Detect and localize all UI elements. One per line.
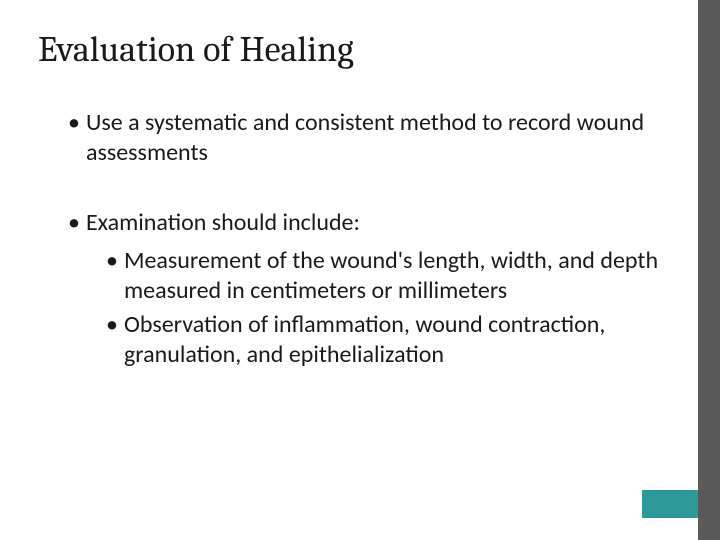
sub-bullet-item: • Measurement of the wound's length, wid…	[44, 246, 670, 306]
bullet-text: Examination should include:	[86, 208, 360, 238]
bullet-marker-icon: •	[106, 246, 118, 276]
spacer	[44, 176, 670, 208]
slide-content: • Use a systematic and consistent method…	[38, 108, 670, 370]
slide-container: Evaluation of Healing • Use a systematic…	[0, 0, 720, 540]
bullet-text: Use a systematic and consistent method t…	[86, 108, 670, 168]
bullet-marker-icon: •	[106, 310, 118, 340]
bullet-marker-icon: •	[68, 108, 80, 138]
decorative-sidebar	[698, 0, 720, 540]
bullet-text: Observation of inflammation, wound contr…	[124, 310, 670, 370]
sub-bullet-item: • Observation of inflammation, wound con…	[44, 310, 670, 370]
bullet-item: • Use a systematic and consistent method…	[44, 108, 670, 168]
decorative-accent	[642, 490, 698, 518]
bullet-item: • Examination should include:	[44, 208, 670, 238]
slide-title: Evaluation of Healing	[38, 30, 670, 70]
bullet-text: Measurement of the wound's length, width…	[124, 246, 670, 306]
bullet-marker-icon: •	[68, 208, 80, 238]
